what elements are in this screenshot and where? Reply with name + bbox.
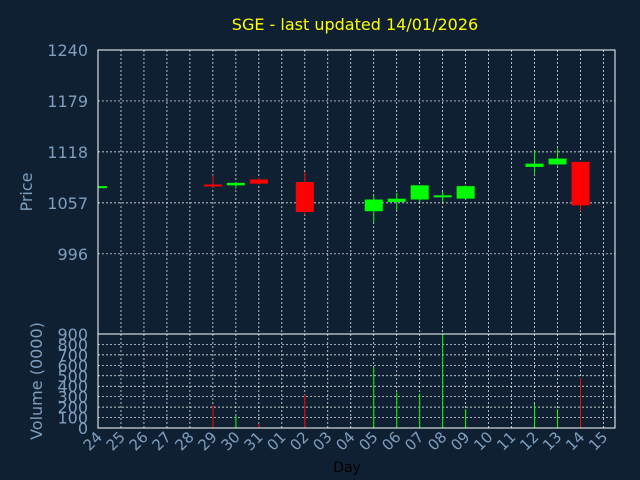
volume-panel-frame bbox=[97, 333, 616, 429]
x-axis-ticks: 2425262728293031010203040506070809101112… bbox=[80, 428, 612, 454]
candle-layer bbox=[98, 148, 590, 223]
price-axis-label: Price bbox=[17, 172, 36, 211]
price-tick-label: 1118 bbox=[47, 143, 88, 162]
volume-tick-label: 200 bbox=[57, 398, 88, 417]
volume-tick-label: 700 bbox=[57, 346, 88, 365]
volume-tick-label: 300 bbox=[57, 388, 88, 407]
chart-title: SGE - last updated 14/01/2026 bbox=[232, 15, 478, 34]
volume-tick-label: 500 bbox=[57, 367, 88, 386]
price-tick-label: 996 bbox=[57, 245, 88, 264]
price-tick-label: 1179 bbox=[47, 92, 88, 111]
candle-body bbox=[295, 181, 314, 213]
price-tick-label: 1240 bbox=[47, 41, 88, 60]
candle-body bbox=[387, 198, 406, 203]
candle-body bbox=[203, 184, 222, 187]
candle-body bbox=[249, 179, 268, 184]
candle-body bbox=[456, 186, 475, 199]
volume-axis-label: Volume (0000) bbox=[27, 322, 46, 440]
volume-layer bbox=[212, 334, 582, 428]
volume-tick-label: 100 bbox=[57, 409, 88, 428]
price-tick-label: 900 bbox=[57, 325, 88, 344]
candle-body bbox=[548, 158, 567, 165]
candle-body bbox=[98, 186, 107, 189]
volume-tick-label: 800 bbox=[57, 335, 88, 354]
candle-body bbox=[364, 199, 383, 212]
volume-tick-label: 0 bbox=[78, 419, 88, 438]
candle-body bbox=[433, 195, 452, 198]
price-axis-ticks: 900 996 1057 1118 1179 1240 bbox=[47, 41, 88, 344]
volume-tick-label: 600 bbox=[57, 356, 88, 375]
candle-body bbox=[410, 185, 429, 200]
candle-body bbox=[226, 182, 245, 186]
x-axis-label: Day bbox=[333, 460, 361, 476]
price-tick-label: 1057 bbox=[47, 194, 88, 213]
volume-tick-label: 400 bbox=[57, 377, 88, 396]
candle-body bbox=[571, 161, 590, 206]
candle-body bbox=[525, 163, 544, 167]
